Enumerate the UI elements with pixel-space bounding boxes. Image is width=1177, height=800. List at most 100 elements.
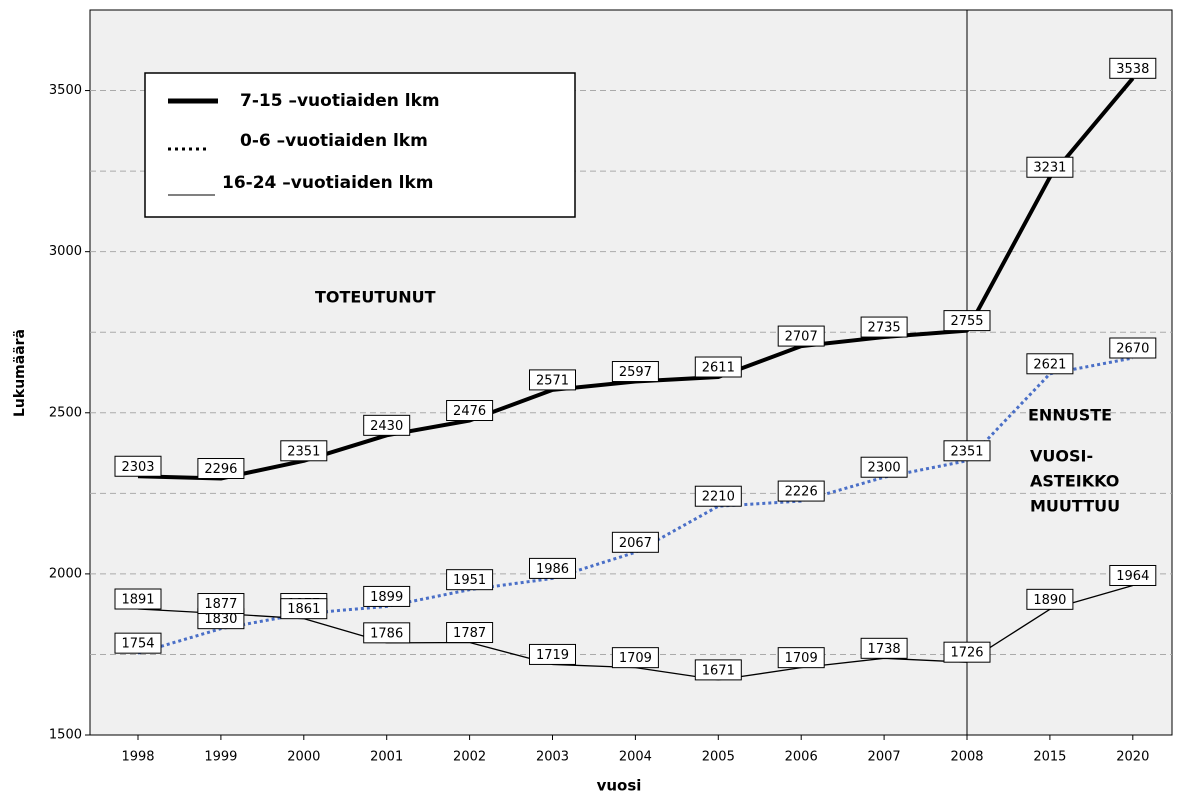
data-label-box (529, 643, 576, 665)
data-label: 1738 (868, 642, 901, 657)
data-label: 2226 (785, 485, 818, 500)
data-label: 3538 (1116, 62, 1149, 77)
y-tick-label: 3000 (49, 244, 82, 259)
data-label: 2430 (370, 419, 403, 434)
data-label-box (114, 588, 162, 610)
data-label: 1861 (287, 602, 320, 617)
data-label: 2296 (204, 462, 237, 477)
x-tick-label: 1999 (204, 750, 237, 765)
data-label: 1891 (121, 593, 154, 608)
data-label-box (529, 369, 576, 391)
data-label-box (777, 325, 825, 347)
data-label-box (197, 458, 245, 480)
data-label: 1786 (370, 626, 403, 641)
annotation: TOTEUTUNUT (315, 288, 436, 307)
data-label-box (1109, 337, 1157, 359)
x-tick-label: 2002 (453, 750, 486, 765)
data-label: 2476 (453, 404, 486, 419)
data-label-box (611, 647, 659, 669)
data-label-box (943, 440, 991, 462)
data-label: 1890 (1033, 593, 1066, 608)
legend-label: 7-15 –vuotiaiden lkm (240, 91, 440, 111)
data-label-box (1026, 353, 1074, 375)
data-label: 2351 (950, 444, 983, 459)
data-label-box (114, 455, 162, 477)
data-label-box (943, 641, 991, 663)
data-label: 1899 (370, 590, 403, 605)
x-tick-label: 2008 (950, 750, 983, 765)
annotation: MUUTTUU (1030, 497, 1120, 516)
data-label-box (777, 480, 825, 502)
y-tick-label: 2500 (49, 405, 82, 420)
data-label-box (611, 531, 659, 553)
data-label-box (1026, 588, 1074, 610)
data-label-box (860, 456, 908, 478)
y-tick-label: 2000 (49, 566, 82, 581)
data-label: 1709 (785, 651, 818, 666)
data-label: 2611 (702, 361, 735, 376)
x-axis-label: vuosi (597, 777, 642, 795)
legend-label: 0-6 –vuotiaiden lkm (240, 131, 428, 151)
data-label: 1787 (453, 626, 486, 641)
x-tick-label: 2003 (536, 750, 569, 765)
data-label-box (1026, 156, 1074, 178)
x-tick-label: 2005 (702, 750, 735, 765)
data-label: 1709 (619, 651, 652, 666)
y-axis-label: Lukumäärä (12, 329, 28, 417)
data-label-box (943, 310, 991, 332)
data-label-box (197, 593, 245, 615)
x-tick-label: 2001 (370, 750, 403, 765)
data-label: 2735 (868, 321, 901, 336)
data-label: 1754 (121, 637, 154, 652)
annotation: ENNUSTE (1028, 406, 1112, 425)
data-label-box (363, 414, 411, 436)
data-label: 2210 (702, 490, 735, 505)
data-label-box (860, 316, 908, 338)
x-tick-label: 1998 (121, 750, 154, 765)
data-label: 1986 (536, 562, 569, 577)
data-label: 1830 (204, 612, 237, 627)
data-label-box (363, 622, 411, 644)
data-label-box (529, 557, 576, 579)
data-label: 1964 (1116, 569, 1149, 584)
data-label-box (114, 632, 162, 654)
annotation: VUOSI- (1030, 447, 1093, 466)
legend: 7-15 –vuotiaiden lkm 0-6 –vuotiaiden lkm… (144, 72, 576, 218)
data-label-box (694, 659, 742, 681)
data-label-box (446, 400, 494, 422)
x-tick-label: 2000 (287, 750, 320, 765)
legend-label: 16-24 –vuotiaiden lkm (222, 173, 433, 193)
data-label: 1951 (453, 573, 486, 588)
legend-box (144, 72, 576, 218)
data-label-box (694, 356, 742, 378)
data-label: 2597 (619, 365, 652, 380)
data-label: 2067 (619, 536, 652, 551)
y-tick-label: 3500 (49, 83, 82, 98)
x-tick-label: 2007 (868, 750, 901, 765)
data-label: 3231 (1033, 161, 1066, 176)
data-label-box (280, 598, 328, 620)
data-label-box (694, 485, 742, 507)
x-tick-label: 2015 (1033, 750, 1066, 765)
data-label: 2670 (1116, 342, 1149, 357)
data-label-box (1109, 564, 1157, 586)
x-tick-label: 2006 (785, 750, 818, 765)
data-label: 1877 (204, 597, 237, 612)
data-label: 2621 (1033, 357, 1066, 372)
data-label-box (777, 647, 825, 669)
data-label: 2300 (868, 461, 901, 476)
data-label: 2303 (121, 460, 154, 475)
x-tick-label: 2004 (619, 750, 652, 765)
data-label: 2351 (287, 444, 320, 459)
data-label-box (280, 440, 328, 462)
data-label-box (1109, 57, 1157, 79)
y-tick-label: 1500 (49, 728, 82, 743)
data-label: 2707 (785, 330, 818, 345)
data-label: 1719 (536, 648, 569, 663)
data-label: 1671 (702, 663, 735, 678)
data-label-box (611, 361, 659, 383)
data-label: 2571 (536, 373, 569, 388)
data-label-box (860, 637, 908, 659)
